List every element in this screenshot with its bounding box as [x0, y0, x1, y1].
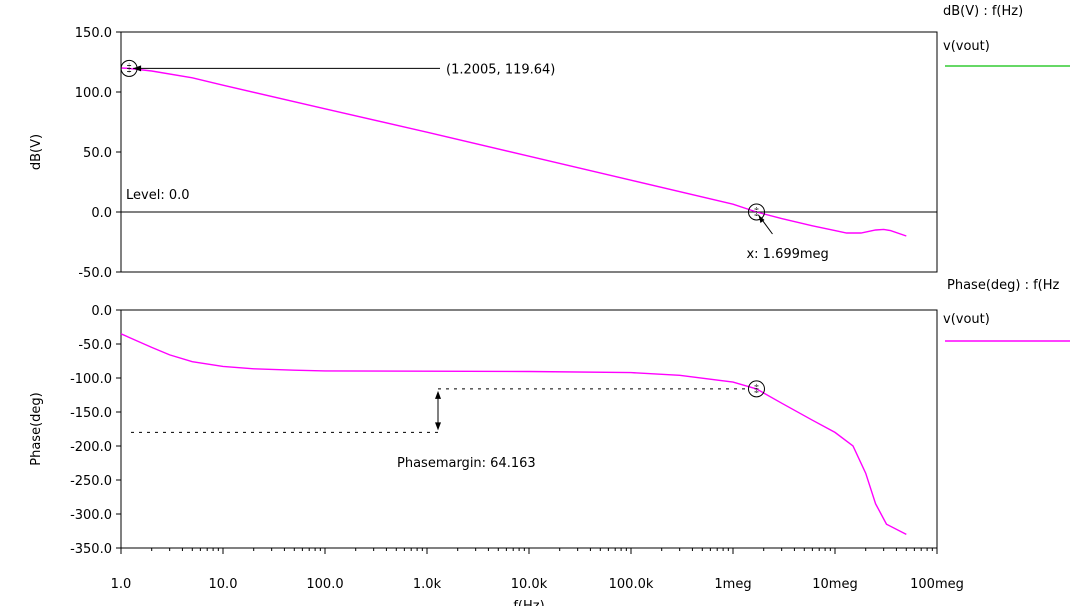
phase-frame [120, 309, 938, 549]
y-tick-label: 100.0 [75, 86, 112, 101]
start-arrowhead [133, 65, 142, 72]
x-tick-label: 100.0k [609, 577, 654, 592]
x-tick-label: 100meg [910, 577, 964, 592]
y-tick-label: -250.0 [70, 474, 112, 489]
x-tick-label: 10.0 [209, 577, 238, 592]
x-tick-label: 1.0 [111, 577, 132, 592]
x-tick-label: 10meg [812, 577, 857, 592]
phase-panel: 0.0 -50.0 -100.0 -150.0 -200.0 -250.0 -300.0 -3… [29, 304, 938, 557]
magnitude-legend-title: dB(V) : f(Hz) [943, 4, 1023, 19]
legend: dB(V) : f(Hz) v(vout) Phase(deg) : f(Hz v(v… [943, 4, 1070, 342]
y-tick-label: 0.0 [91, 206, 112, 221]
y-tick-label: -300.0 [70, 508, 112, 523]
arrowhead-down [435, 422, 441, 431]
phase-legend-title: Phase(deg) : f(Hz [947, 278, 1060, 293]
x-tick-label: 100.0 [306, 577, 343, 592]
y-axis-label: Phase(deg) [29, 392, 44, 465]
phase-margin-label: Phasemargin: 64.163 [397, 456, 536, 471]
y-tick-label: -350.0 [70, 542, 112, 557]
y-tick-label: -100.0 [70, 372, 112, 387]
phase-curve [120, 333, 907, 536]
y-tick-label: 150.0 [75, 26, 112, 41]
x-axis-label: f(Hz) [513, 599, 544, 606]
crossing-marker [747, 203, 765, 221]
y-tick-label: -150.0 [70, 406, 112, 421]
magnitude-curve [120, 67, 907, 237]
magnitude-panel: 150.0 100.0 50.0 0.0 -50.0 dB(V) Level: 0.0 (1.… [29, 26, 938, 281]
y-axis-label: dB(V) [29, 134, 44, 170]
crossing-arrowhead [758, 215, 765, 223]
y-tick-label: 50.0 [83, 146, 112, 161]
arrowhead-up [435, 390, 441, 399]
x-tick-label: 1.0k [413, 577, 442, 592]
phase-marker [747, 380, 765, 398]
crossing-label: x: 1.699meg [746, 247, 828, 262]
y-tick-label: -50.0 [78, 338, 112, 353]
x-tick-label: 1meg [714, 577, 751, 592]
y-tick-label: -200.0 [70, 440, 112, 455]
phase-legend-entry: v(vout) [943, 312, 990, 327]
y-tick-label: -50.0 [78, 266, 112, 281]
level-label: Level: 0.0 [126, 188, 190, 203]
x-tick-label: 10.0k [511, 577, 548, 592]
frequency-axis: 1.0 10.0 100.0 1.0k 10.0k 100.0k 1meg 10meg 100m… [111, 547, 964, 606]
y-tick-label: 0.0 [91, 304, 112, 319]
magnitude-legend-entry: v(vout) [943, 39, 990, 54]
start-marker-label: (1.2005, 119.64) [446, 62, 555, 77]
